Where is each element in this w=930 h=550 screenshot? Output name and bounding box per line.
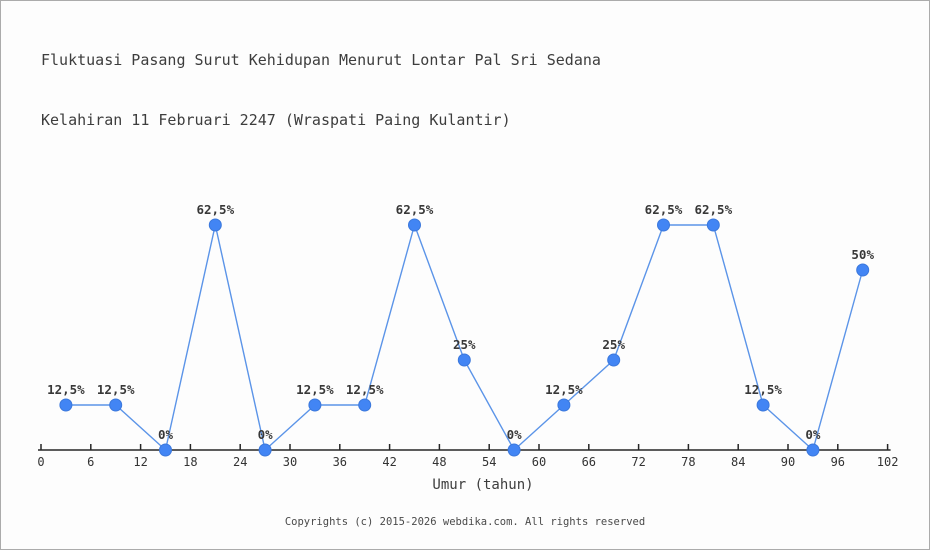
data-point-label: 0% — [507, 427, 523, 442]
x-tick-label: 66 — [582, 455, 596, 469]
chart-title-line2: Kelahiran 11 Februari 2247 (Wraspati Pai… — [41, 111, 511, 129]
data-point-marker — [607, 353, 621, 367]
chart-title-line1: Fluktuasi Pasang Surut Kehidupan Menurut… — [41, 51, 601, 69]
data-point-marker — [59, 398, 73, 412]
data-point-marker — [806, 443, 820, 457]
data-point-marker — [358, 398, 372, 412]
data-point-label: 12,5% — [296, 382, 334, 397]
x-tick-label: 36 — [333, 455, 347, 469]
data-point-marker — [657, 218, 670, 232]
x-tick-label: 18 — [183, 455, 197, 469]
data-point-marker — [706, 218, 720, 232]
x-tick-label: 12 — [133, 455, 147, 469]
data-point-label: 62,5% — [694, 202, 732, 217]
data-point-label: 12,5% — [545, 382, 583, 397]
x-tick-label: 42 — [382, 455, 396, 469]
data-point-label: 50% — [851, 247, 874, 262]
x-tick-label: 72 — [631, 455, 645, 469]
data-point-marker — [557, 398, 571, 412]
data-point-marker — [308, 398, 322, 412]
chart-title: Fluktuasi Pasang Surut Kehidupan Menurut… — [41, 10, 601, 170]
copyright-text: Copyrights (c) 2015-2026 webdika.com. Al… — [284, 516, 646, 528]
x-tick-label: 84 — [731, 455, 745, 469]
data-point-label: 0% — [158, 427, 174, 442]
x-tick-label: 102 — [877, 455, 899, 469]
x-tick-label: 54 — [482, 455, 496, 469]
x-tick-label: 90 — [781, 455, 795, 469]
data-point-marker — [408, 218, 421, 232]
data-point-marker — [159, 443, 172, 457]
data-point-label: 12,5% — [47, 382, 85, 397]
x-tick-label: 96 — [831, 455, 845, 469]
x-tick-label: 48 — [432, 455, 446, 469]
data-point-label: 12,5% — [97, 382, 135, 397]
data-point-label: 12,5% — [346, 382, 384, 397]
x-tick-label: 6 — [87, 455, 94, 469]
x-tick-label: 0 — [37, 455, 44, 469]
x-tick-label: 24 — [233, 455, 247, 469]
data-point-label: 25% — [602, 337, 625, 352]
data-point-marker — [457, 353, 471, 367]
data-point-marker — [208, 218, 222, 232]
data-point-label: 0% — [258, 427, 274, 442]
data-point-marker — [109, 398, 123, 412]
data-point-marker — [507, 443, 521, 457]
data-point-label: 25% — [453, 337, 476, 352]
data-point-marker — [756, 398, 770, 412]
data-point-marker — [856, 263, 870, 277]
x-tick-label: 60 — [532, 455, 546, 469]
data-point-label: 12,5% — [744, 382, 782, 397]
x-tick-label: 30 — [283, 455, 297, 469]
x-axis-title: Umur (tahun) — [432, 477, 533, 493]
data-point-label: 62,5% — [645, 202, 683, 217]
data-point-label: 62,5% — [396, 202, 434, 217]
data-point-marker — [258, 443, 272, 457]
data-point-label: 62,5% — [196, 202, 234, 217]
data-point-label: 0% — [805, 427, 821, 442]
x-tick-label: 78 — [681, 455, 695, 469]
